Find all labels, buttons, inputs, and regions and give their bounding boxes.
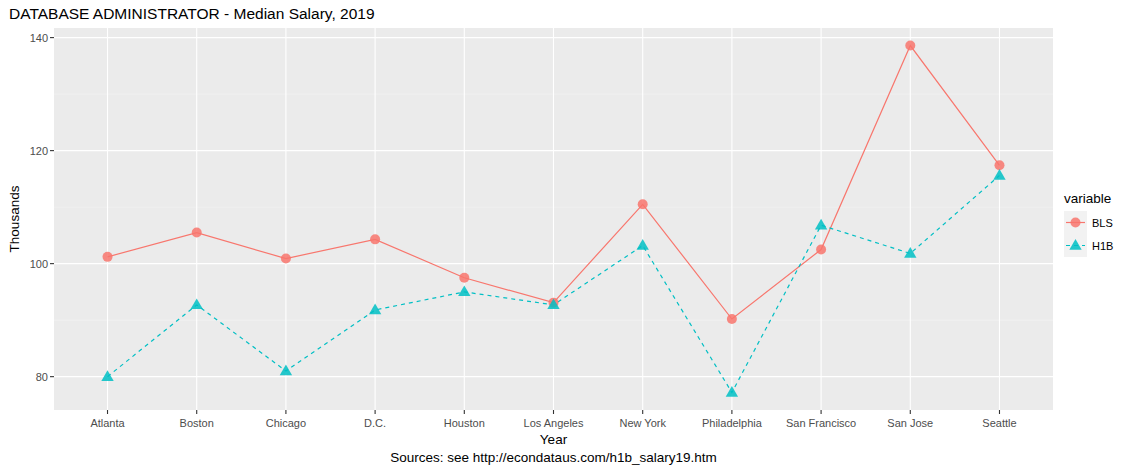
y-axis-title: Thousands	[7, 185, 22, 252]
grid-line	[731, 28, 732, 410]
caption: Sources: see http://econdataus.com/h1b_s…	[390, 450, 716, 465]
grid-line	[642, 28, 643, 410]
data-point	[637, 239, 649, 250]
chart: 80 100 120 140 Atlanta Boston Chicago D.C. Houst…	[0, 0, 1144, 472]
legend-label: H1B	[1092, 240, 1113, 252]
x-tick	[375, 410, 376, 414]
x-tick	[910, 410, 911, 414]
x-tick	[196, 410, 197, 414]
grid-line	[196, 28, 197, 410]
x-axis-title: Year	[540, 432, 568, 447]
y-tick	[50, 376, 54, 377]
y-tick-label: 140	[30, 32, 48, 44]
x-tick-label: San Jose	[887, 417, 933, 429]
chart-title: DATABASE ADMINISTRATOR - Median Salary, …	[9, 5, 375, 22]
x-tick	[731, 410, 732, 414]
x-tick	[999, 410, 1000, 414]
legend-marker	[1069, 239, 1081, 250]
grid-line	[375, 28, 376, 410]
y-tick	[50, 263, 54, 264]
x-tick-label: Los Angeles	[524, 417, 584, 429]
x-tick-label: Philadelphia	[702, 417, 763, 429]
data-point	[280, 365, 292, 376]
background	[0, 0, 1144, 472]
series-line	[108, 175, 1000, 392]
x-tick	[107, 410, 108, 414]
grid-line	[910, 28, 911, 410]
legend-key	[1064, 234, 1087, 257]
x-tick-label: Houston	[444, 417, 485, 429]
data-point	[191, 298, 203, 309]
y-tick-label: 80	[36, 371, 48, 383]
x-tick	[821, 410, 822, 414]
data-point	[192, 228, 202, 238]
y-tick	[50, 37, 54, 38]
data-point	[726, 386, 738, 397]
data-point	[458, 285, 470, 296]
y-tick	[50, 150, 54, 151]
data-point	[815, 219, 827, 230]
x-tick	[553, 410, 554, 414]
grid-line	[107, 28, 108, 410]
legend-marker	[1071, 218, 1081, 228]
x-tick-label: D.C.	[364, 417, 386, 429]
legend-key	[1064, 211, 1087, 234]
x-tick-label: San Francisco	[786, 417, 856, 429]
data-point	[638, 199, 648, 209]
x-tick	[285, 410, 286, 414]
data-point	[370, 234, 380, 244]
x-tick-label: Boston	[180, 417, 214, 429]
data-point	[281, 254, 291, 264]
x-tick	[464, 410, 465, 414]
y-tick-label: 100	[30, 258, 48, 270]
plot-panel	[54, 28, 1053, 410]
grid-line	[285, 28, 286, 410]
data-point	[101, 370, 113, 381]
data-point	[369, 303, 381, 314]
series-line	[108, 46, 1000, 320]
data-point	[905, 41, 915, 51]
data-point	[103, 252, 113, 262]
x-tick-label: Atlanta	[90, 417, 125, 429]
data-point	[993, 169, 1005, 180]
x-tick-label: Chicago	[266, 417, 306, 429]
x-tick-label: Seattle	[982, 417, 1016, 429]
legend-label: BLS	[1092, 217, 1113, 229]
data-point	[727, 314, 737, 324]
grid-line	[553, 28, 554, 410]
grid-line	[999, 28, 1000, 410]
data-point	[459, 273, 469, 283]
y-tick-label: 120	[30, 145, 48, 157]
legend-title: variable	[1064, 191, 1111, 206]
data-point	[547, 298, 559, 309]
grid-line	[464, 28, 465, 410]
plot-area	[101, 41, 1005, 397]
data-point	[994, 160, 1004, 170]
data-point	[816, 245, 826, 255]
data-point	[904, 247, 916, 258]
x-tick-label: New York	[619, 417, 666, 429]
x-tick	[642, 410, 643, 414]
